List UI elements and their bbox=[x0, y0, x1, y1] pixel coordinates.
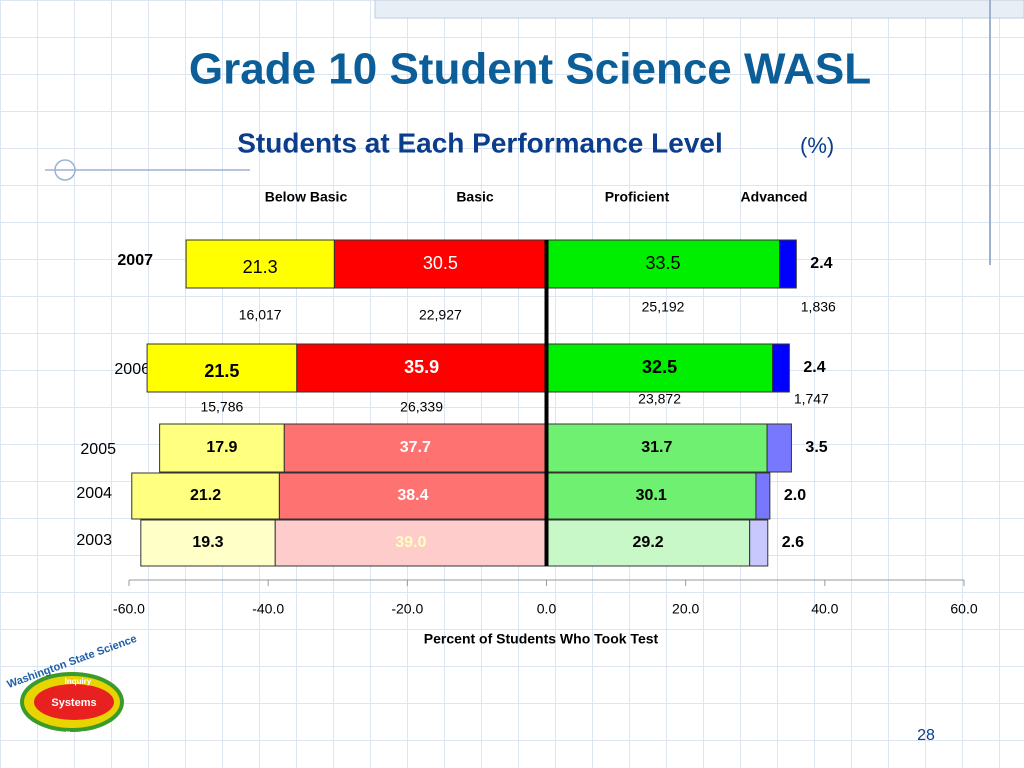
value-label: 2.0 bbox=[784, 487, 806, 504]
x-tick-label: 20.0 bbox=[672, 601, 699, 617]
x-tick-label: 0.0 bbox=[537, 601, 557, 617]
bar-segment bbox=[146, 343, 298, 393]
count-label: 25,192 bbox=[642, 299, 685, 315]
count-label: 22,927 bbox=[419, 307, 462, 323]
subtitle: Students at Each Performance Level bbox=[237, 127, 723, 158]
bar-segment bbox=[278, 472, 547, 520]
value-label: 2.6 bbox=[782, 534, 804, 551]
subtitle-unit: (%) bbox=[800, 133, 834, 158]
bar-segment bbox=[546, 423, 768, 473]
decor-circle bbox=[54, 159, 76, 181]
value-label: 35.9 bbox=[404, 357, 439, 377]
page-number: 28 bbox=[917, 727, 935, 744]
count-label: 26,339 bbox=[400, 399, 443, 415]
count-label: 1,836 bbox=[801, 299, 836, 315]
bar-segment bbox=[159, 423, 285, 473]
bar-segment bbox=[772, 343, 790, 393]
category-label: 2005 bbox=[80, 441, 116, 458]
bar-segment bbox=[546, 343, 774, 393]
category-label: 2003 bbox=[76, 532, 112, 549]
legend-label: Advanced bbox=[741, 189, 808, 205]
bar-segment bbox=[131, 472, 280, 520]
bar-segment bbox=[185, 239, 335, 289]
count-label: 15,786 bbox=[200, 399, 243, 415]
legend-label: Proficient bbox=[605, 189, 670, 205]
value-label: 38.4 bbox=[397, 487, 428, 504]
bar-segment bbox=[755, 472, 771, 520]
bar-segment bbox=[333, 239, 548, 289]
value-label: 39.0 bbox=[395, 534, 426, 551]
logo-center bbox=[34, 684, 114, 720]
x-tick-label: -60.0 bbox=[113, 601, 145, 617]
count-label: 16,017 bbox=[239, 307, 282, 323]
bar-segment bbox=[749, 519, 769, 567]
x-tick-label: 60.0 bbox=[950, 601, 977, 617]
logo: Washington State Science Inquiry Systems… bbox=[5, 633, 138, 739]
legend-label: Below Basic bbox=[265, 189, 348, 205]
value-label: 21.5 bbox=[204, 361, 239, 381]
bar-segment bbox=[283, 423, 547, 473]
value-label: 33.5 bbox=[646, 253, 681, 273]
value-label: 32.5 bbox=[642, 357, 677, 377]
bar-segment bbox=[296, 343, 547, 393]
value-label: 21.3 bbox=[243, 257, 278, 277]
x-tick-label: 40.0 bbox=[811, 601, 838, 617]
value-label: 30.5 bbox=[423, 253, 458, 273]
decor-band bbox=[374, 0, 1024, 19]
value-label: 19.3 bbox=[192, 534, 223, 551]
legend-label: Basic bbox=[456, 189, 494, 205]
x-tick-label: -20.0 bbox=[391, 601, 423, 617]
count-label: 23,872 bbox=[638, 391, 681, 407]
bar-segment bbox=[779, 239, 797, 289]
value-label: 2.4 bbox=[810, 255, 832, 272]
count-label: 1,747 bbox=[794, 391, 829, 407]
x-axis-label: Percent of Students Who Took Test bbox=[424, 631, 659, 647]
value-label: 37.7 bbox=[400, 439, 431, 456]
category-label: 2006 bbox=[114, 361, 150, 378]
bar-segment bbox=[766, 423, 792, 473]
value-label: 2.4 bbox=[803, 359, 825, 376]
logo-bottom: Application bbox=[50, 730, 94, 739]
category-label: 2004 bbox=[76, 485, 112, 502]
title: Grade 10 Student Science WASL bbox=[189, 45, 871, 94]
value-label: 29.2 bbox=[633, 534, 664, 551]
x-tick-label: -40.0 bbox=[252, 601, 284, 617]
category-label: 2007 bbox=[117, 252, 153, 269]
logo-center-text: Systems bbox=[51, 697, 96, 709]
bar-segment bbox=[140, 519, 276, 567]
value-label: 17.9 bbox=[206, 439, 237, 456]
value-label: 31.7 bbox=[641, 439, 672, 456]
value-label: 21.2 bbox=[190, 487, 221, 504]
bar-segment bbox=[546, 519, 751, 567]
bar-segment bbox=[546, 239, 781, 289]
value-label: 30.1 bbox=[636, 487, 667, 504]
logo-top: Inquiry bbox=[65, 677, 92, 686]
value-label: 3.5 bbox=[805, 439, 827, 456]
